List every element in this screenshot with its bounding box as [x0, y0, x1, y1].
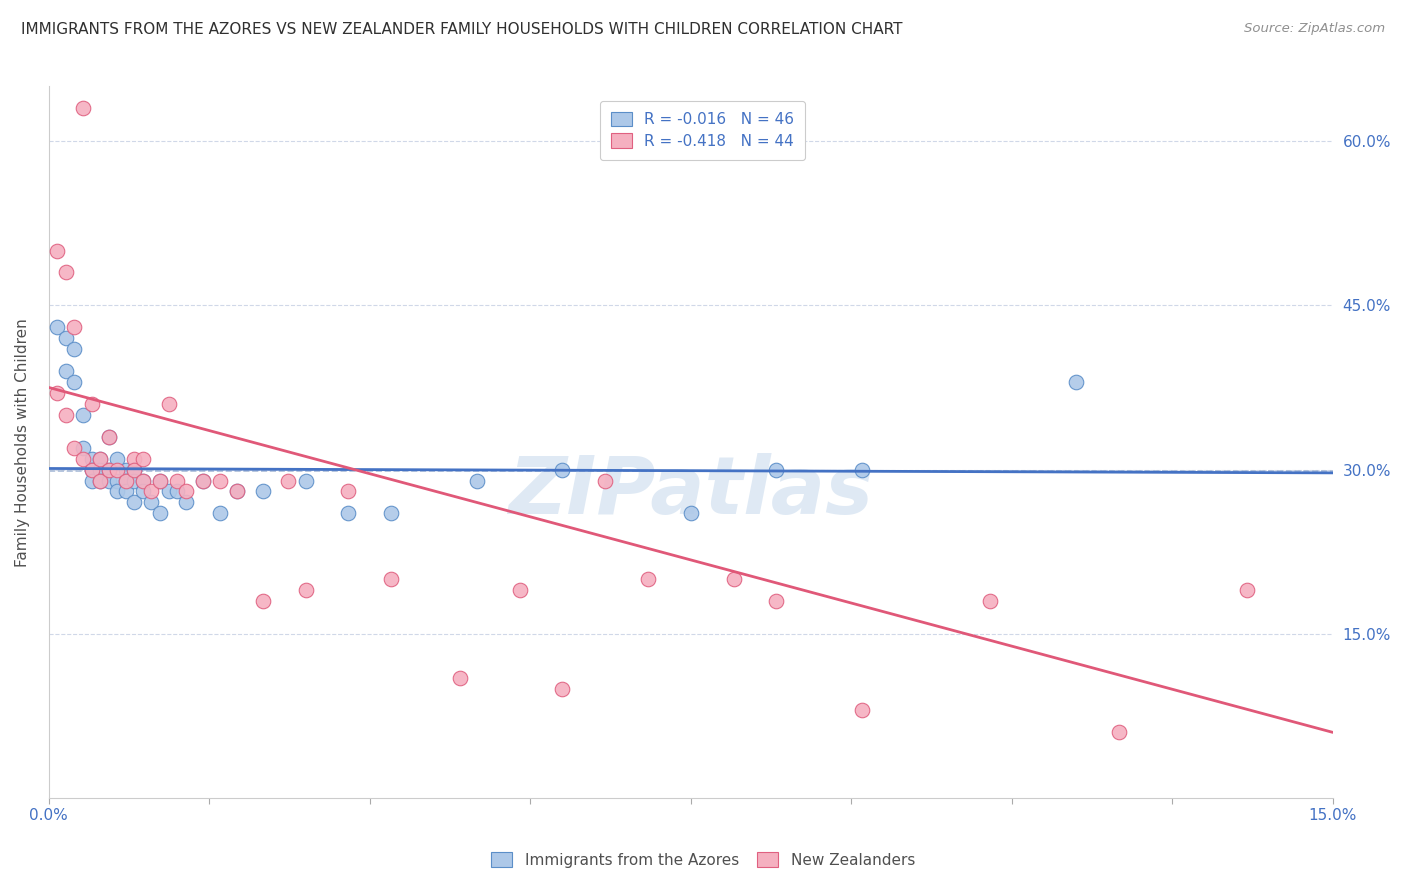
Point — [1108, 725, 1130, 739]
Point — [465, 474, 488, 488]
Point — [337, 484, 360, 499]
Point — [226, 484, 249, 499]
Legend: R = -0.016   N = 46, R = -0.418   N = 44: R = -0.016 N = 46, R = -0.418 N = 44 — [600, 101, 806, 160]
Point — [89, 451, 111, 466]
Point — [55, 265, 77, 279]
Point — [637, 572, 659, 586]
Point — [277, 474, 299, 488]
Point — [114, 474, 136, 488]
Point — [105, 451, 128, 466]
Y-axis label: Family Households with Children: Family Households with Children — [15, 318, 30, 566]
Point — [97, 474, 120, 488]
Point — [97, 462, 120, 476]
Legend: Immigrants from the Azores, New Zealanders: Immigrants from the Azores, New Zealande… — [485, 846, 921, 873]
Point — [124, 495, 146, 509]
Point — [80, 451, 103, 466]
Point — [851, 462, 873, 476]
Point — [380, 507, 402, 521]
Point — [55, 331, 77, 345]
Point — [252, 484, 274, 499]
Point — [166, 474, 188, 488]
Point — [157, 397, 180, 411]
Point — [191, 474, 214, 488]
Point — [174, 484, 197, 499]
Point — [72, 408, 94, 422]
Point — [63, 375, 86, 389]
Point — [63, 342, 86, 356]
Point — [141, 484, 163, 499]
Point — [124, 474, 146, 488]
Point — [157, 484, 180, 499]
Point — [105, 474, 128, 488]
Point — [46, 320, 69, 334]
Point — [46, 244, 69, 258]
Point — [141, 495, 163, 509]
Point — [72, 101, 94, 115]
Point — [208, 474, 231, 488]
Point — [851, 703, 873, 717]
Point — [124, 462, 146, 476]
Point — [89, 474, 111, 488]
Point — [294, 474, 316, 488]
Point — [149, 474, 172, 488]
Point — [124, 462, 146, 476]
Point — [80, 462, 103, 476]
Point — [337, 507, 360, 521]
Point — [46, 386, 69, 401]
Point — [132, 474, 155, 488]
Point — [1236, 582, 1258, 597]
Point — [63, 441, 86, 455]
Point — [63, 320, 86, 334]
Point — [89, 451, 111, 466]
Point — [124, 451, 146, 466]
Point — [149, 474, 172, 488]
Point — [593, 474, 616, 488]
Point — [679, 507, 702, 521]
Point — [89, 474, 111, 488]
Point — [105, 484, 128, 499]
Point — [551, 681, 574, 696]
Point — [1064, 375, 1087, 389]
Point — [97, 430, 120, 444]
Point — [114, 474, 136, 488]
Point — [449, 671, 471, 685]
Point — [80, 462, 103, 476]
Point — [114, 484, 136, 499]
Point — [380, 572, 402, 586]
Point — [226, 484, 249, 499]
Point — [89, 462, 111, 476]
Point — [80, 474, 103, 488]
Point — [294, 582, 316, 597]
Point — [55, 408, 77, 422]
Point — [208, 507, 231, 521]
Point — [72, 441, 94, 455]
Point — [149, 507, 172, 521]
Point — [765, 594, 787, 608]
Point — [252, 594, 274, 608]
Point — [509, 582, 531, 597]
Point — [551, 462, 574, 476]
Point — [114, 462, 136, 476]
Point — [765, 462, 787, 476]
Point — [132, 474, 155, 488]
Text: IMMIGRANTS FROM THE AZORES VS NEW ZEALANDER FAMILY HOUSEHOLDS WITH CHILDREN CORR: IMMIGRANTS FROM THE AZORES VS NEW ZEALAN… — [21, 22, 903, 37]
Point — [174, 495, 197, 509]
Point — [723, 572, 745, 586]
Point — [97, 462, 120, 476]
Point — [105, 462, 128, 476]
Point — [979, 594, 1001, 608]
Point — [191, 474, 214, 488]
Point — [97, 430, 120, 444]
Point — [132, 484, 155, 499]
Point — [166, 484, 188, 499]
Text: Source: ZipAtlas.com: Source: ZipAtlas.com — [1244, 22, 1385, 36]
Point — [80, 397, 103, 411]
Text: ZIPatlas: ZIPatlas — [508, 453, 873, 531]
Point — [132, 451, 155, 466]
Point — [55, 364, 77, 378]
Point — [72, 451, 94, 466]
